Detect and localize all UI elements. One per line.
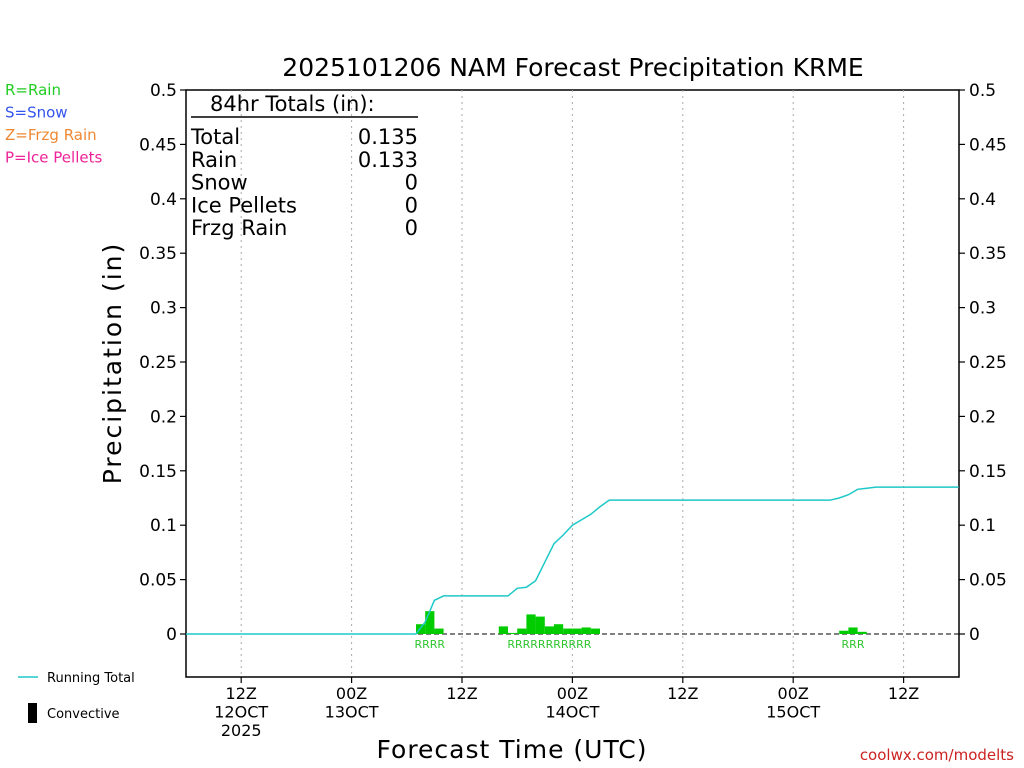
- y-tick-label-right: 0.1: [969, 516, 996, 536]
- y-tick-label-right: 0.4: [969, 190, 996, 210]
- totals-row-label: Ice Pellets: [191, 193, 297, 217]
- x-tick-label: 00Z: [557, 684, 588, 703]
- y-axis-label: Precipitation (in): [98, 242, 127, 485]
- rain-bar: [848, 627, 858, 634]
- precip-type-markers: RRRR RRRRRRRRRRR RRR: [415, 638, 865, 651]
- x-tick-label: 12Z: [667, 684, 698, 703]
- y-tick-label: 0.5: [150, 81, 177, 101]
- y-tick-label-right: 0.05: [969, 571, 1007, 591]
- y-tick-label: 0.05: [139, 571, 177, 591]
- totals-row-label: Snow: [191, 171, 248, 195]
- x-tick-label: 2025: [221, 721, 262, 740]
- grid-lines: [240, 90, 905, 677]
- totals-row-value: 0.135: [358, 125, 418, 149]
- y-axis-left: 0 0.05 0.1 0.15 0.2 0.25 0.3 0.35 0.4 0.45 0.5: [139, 81, 186, 645]
- bottom-legend: Running Total Convective: [18, 671, 135, 723]
- totals-row-label: Total: [190, 125, 240, 149]
- convective-legend-label: Convective: [47, 707, 120, 722]
- rain-bar: [839, 630, 849, 634]
- type-legend-item: Z=Frzg Rain: [5, 126, 97, 144]
- y-tick-label-right: 0: [969, 625, 980, 645]
- y-tick-label: 0: [166, 625, 177, 645]
- y-tick-label: 0.15: [139, 462, 177, 482]
- totals-row-value: 0: [405, 216, 418, 240]
- rain-bar: [544, 626, 554, 634]
- rain-bar: [554, 624, 564, 634]
- y-tick-label-right: 0.5: [969, 81, 996, 101]
- totals-row-value: 0: [405, 193, 418, 217]
- x-tick-label: 14OCT: [545, 703, 599, 722]
- y-tick-label: 0.3: [150, 299, 177, 319]
- y-tick-label-right: 0.3: [969, 299, 996, 319]
- y-tick-label: 0.25: [139, 353, 177, 373]
- y-tick-label-right: 0.45: [969, 135, 1007, 155]
- x-axis-label: Forecast Time (UTC): [377, 735, 648, 764]
- rain-bar: [508, 632, 518, 634]
- y-tick-label: 0.1: [150, 516, 177, 536]
- y-axis-right: 0 0.05 0.1 0.15 0.2 0.25 0.3 0.35 0.4 0.45 0.5: [959, 81, 1007, 645]
- convective-swatch: [28, 703, 37, 723]
- chart-title: 2025101206 NAM Forecast Precipitation KR…: [282, 53, 863, 82]
- x-tick-label: 13OCT: [325, 703, 379, 722]
- type-legend-item: S=Snow: [5, 104, 68, 122]
- y-tick-label: 0.4: [150, 190, 177, 210]
- rain-bar: [581, 627, 591, 634]
- type-legend-item: R=Rain: [5, 81, 61, 99]
- rain-bar: [434, 628, 444, 634]
- precip-type-label: RRRR: [415, 638, 446, 651]
- totals-row-value: 0.133: [358, 148, 418, 172]
- rain-bar: [535, 616, 545, 634]
- y-tick-label-right: 0.2: [969, 407, 996, 427]
- x-tick-label: 12OCT: [214, 703, 268, 722]
- totals-heading: 84hr Totals (in):: [210, 92, 375, 116]
- type-legend-item: P=Ice Pellets: [5, 149, 102, 167]
- rain-bar: [498, 626, 508, 634]
- x-tick-label: 12Z: [226, 684, 257, 703]
- running-total-legend-label: Running Total: [47, 671, 135, 686]
- precip-type-legend: R=Rain S=Snow Z=Frzg Rain P=Ice Pellets: [5, 81, 102, 167]
- totals-row-label: Frzg Rain: [191, 216, 287, 240]
- precip-type-label: RRRRRRRRRRR: [507, 638, 591, 651]
- running-total-line: [186, 486, 959, 635]
- rain-bar: [517, 628, 527, 634]
- credit-link[interactable]: coolwx.com/modelts: [860, 746, 1014, 764]
- running-total-layer: [186, 486, 959, 635]
- x-tick-label: 00Z: [778, 684, 809, 703]
- y-tick-label: 0.35: [139, 244, 177, 264]
- totals-row-label: Rain: [191, 148, 237, 172]
- precip-type-label: RRR: [842, 638, 865, 651]
- rain-bar: [563, 628, 573, 634]
- y-tick-label: 0.2: [150, 407, 177, 427]
- x-tick-label: 15OCT: [766, 703, 820, 722]
- rain-bar: [572, 628, 582, 634]
- totals-box: 84hr Totals (in): Total 0.135 Rain 0.133 Sno…: [190, 92, 418, 240]
- y-tick-label-right: 0.15: [969, 462, 1007, 482]
- rain-bar: [526, 614, 536, 634]
- y-tick-label: 0.45: [139, 135, 177, 155]
- x-tick-label: 12Z: [446, 684, 477, 703]
- x-tick-label: 12Z: [888, 684, 919, 703]
- rain-bar: [425, 611, 435, 634]
- rain-bar: [590, 628, 600, 634]
- rain-bar: [857, 631, 867, 634]
- totals-row-value: 0: [405, 171, 418, 195]
- y-tick-label-right: 0.35: [969, 244, 1007, 264]
- rain-bars: [416, 611, 867, 634]
- y-tick-label-right: 0.25: [969, 353, 1007, 373]
- x-tick-label: 00Z: [336, 684, 367, 703]
